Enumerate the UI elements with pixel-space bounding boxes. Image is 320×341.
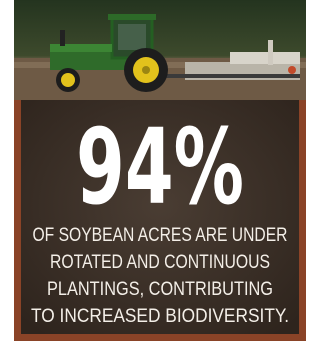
caption-line: TO INCREASED BIODIVERSITY. bbox=[31, 306, 289, 327]
caption-line: OF SOYBEAN ACRES ARE UNDER bbox=[33, 225, 288, 246]
stat: 94% bbox=[76, 106, 244, 228]
tractor-photo bbox=[14, 0, 306, 101]
caption-line: ROTATED AND CONTINUOUS bbox=[50, 252, 270, 273]
caption-line: PLANTINGS, CONTRIBUTING bbox=[47, 279, 273, 300]
page: {"stat": "94%", "caption_lines": ["OF SO… bbox=[0, 0, 311, 341]
infographic: 94% OF SOYBEAN ACRES ARE UNDER ROTATED A… bbox=[0, 0, 311, 341]
